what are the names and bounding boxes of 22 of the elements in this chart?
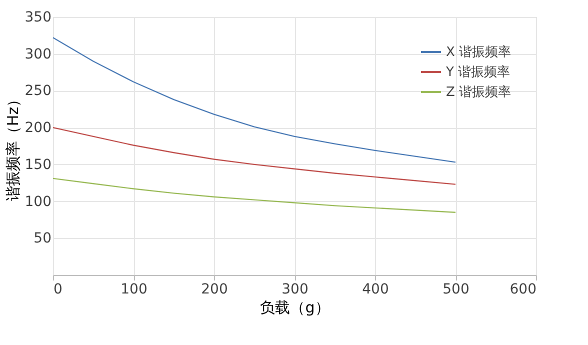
line-series (52, 126, 456, 185)
y-axis-title: 谐振频率（Hz） (4, 92, 22, 202)
x-tick-label: 500 (442, 282, 470, 298)
legend-label: X 谐振频率 (446, 44, 512, 60)
x-tick-label: 100 (120, 282, 148, 298)
x-tick-label: 600 (510, 282, 536, 298)
x-tick-label: 300 (282, 282, 308, 298)
x-axis-title: 负载（g） (260, 298, 330, 316)
line-series (52, 178, 456, 213)
y-tick-label: 50 (34, 230, 52, 247)
y-tick-label: 250 (24, 83, 52, 100)
legend-label: Y 谐振频率 (445, 64, 510, 80)
x-tick-label: 200 (201, 282, 228, 298)
y-tick-label: 150 (24, 156, 52, 173)
y-tick-label: 300 (24, 46, 52, 62)
legend-label: Z 谐振频率 (446, 84, 512, 100)
y-tick-label: 350 (24, 10, 52, 26)
line-series (52, 37, 456, 163)
x-tick-label: 0 (54, 282, 62, 298)
x-tick-label: 400 (362, 282, 389, 298)
y-tick-label: 200 (24, 120, 52, 136)
y-tick-label: 100 (24, 194, 52, 210)
